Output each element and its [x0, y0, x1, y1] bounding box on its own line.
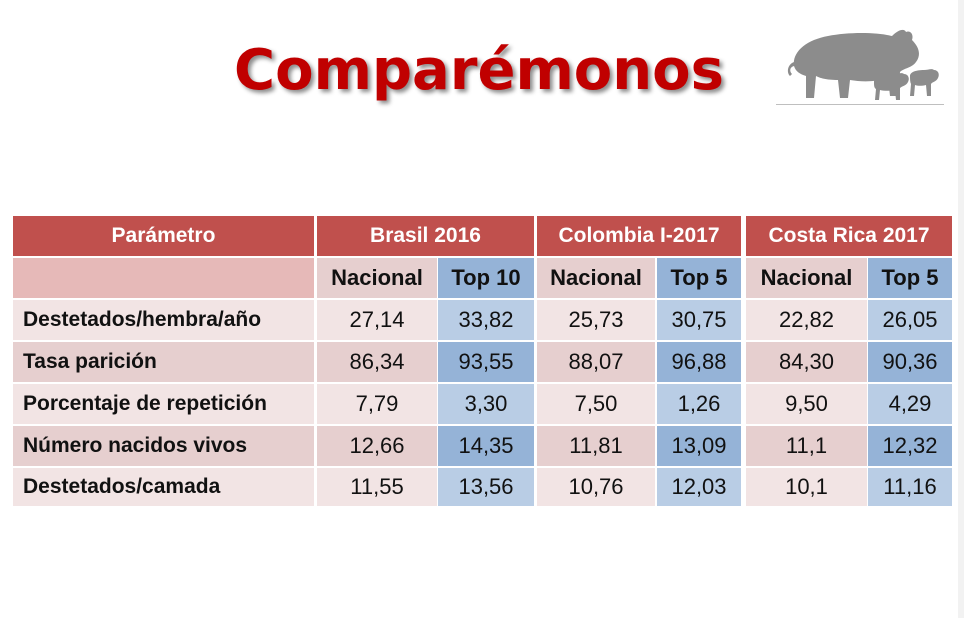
cell-top: 12,32 — [868, 426, 952, 466]
cell-national: 9,50 — [746, 384, 867, 424]
logo-divider — [776, 104, 944, 105]
cell-national: 84,30 — [746, 342, 867, 382]
cell-top: 11,16 — [868, 468, 952, 506]
cell-national: 7,79 — [317, 384, 437, 424]
cell-national: 10,76 — [537, 468, 655, 506]
pigs-silhouette-icon — [787, 29, 939, 100]
row-parameter: Número nacidos vivos — [13, 426, 314, 466]
subheader-national: Nacional — [746, 258, 867, 298]
cell-top: 14,35 — [438, 426, 534, 466]
cell-national: 86,34 — [317, 342, 437, 382]
cell-national: 7,50 — [537, 384, 655, 424]
subheader-national: Nacional — [317, 258, 437, 298]
cell-top: 90,36 — [868, 342, 952, 382]
subheader-top: Top 5 — [657, 258, 741, 298]
cell-national: 25,73 — [537, 300, 655, 340]
cell-national: 88,07 — [537, 342, 655, 382]
cell-national: 27,14 — [317, 300, 437, 340]
page-title: Comparémonos — [234, 38, 724, 103]
cell-top: 96,88 — [657, 342, 741, 382]
cell-top: 93,55 — [438, 342, 534, 382]
cell-top: 3,30 — [438, 384, 534, 424]
slide-edge — [958, 0, 964, 618]
cell-top: 12,03 — [657, 468, 741, 506]
subheader-top: Top 10 — [438, 258, 534, 298]
cell-national: 11,81 — [537, 426, 655, 466]
cell-top: 30,75 — [657, 300, 741, 340]
cell-national: 10,1 — [746, 468, 867, 506]
cell-top: 4,29 — [868, 384, 952, 424]
row-parameter: Destetados/camada — [13, 468, 314, 506]
header-group: Brasil 2016 — [317, 216, 534, 256]
cell-top: 1,26 — [657, 384, 741, 424]
cell-national: 11,55 — [317, 468, 437, 506]
subheader-national: Nacional — [537, 258, 655, 298]
cell-top: 13,56 — [438, 468, 534, 506]
header-group: Costa Rica 2017 — [746, 216, 952, 256]
cell-top: 26,05 — [868, 300, 952, 340]
header-group: Colombia I-2017 — [537, 216, 741, 256]
header-parameter: Parámetro — [13, 216, 314, 256]
cell-top: 13,09 — [657, 426, 741, 466]
cell-national: 22,82 — [746, 300, 867, 340]
subheader-top: Top 5 — [868, 258, 952, 298]
row-parameter: Destetados/hembra/año — [13, 300, 314, 340]
cell-top: 33,82 — [438, 300, 534, 340]
row-parameter: Tasa parición — [13, 342, 314, 382]
subheader-empty — [13, 258, 314, 298]
cell-national: 11,1 — [746, 426, 867, 466]
cell-national: 12,66 — [317, 426, 437, 466]
row-parameter: Porcentaje de repetición — [13, 384, 314, 424]
